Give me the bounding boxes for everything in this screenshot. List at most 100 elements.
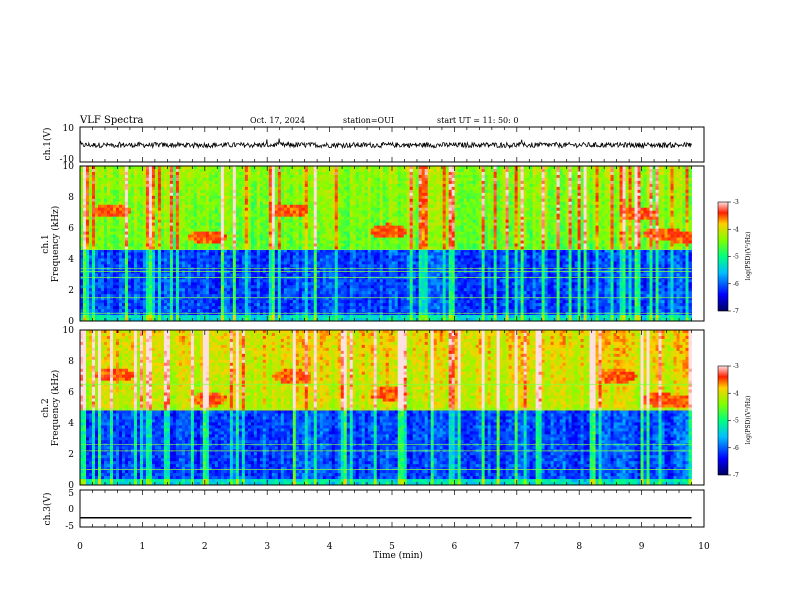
spectrogram-cell [283, 306, 288, 310]
spectrogram-cell [259, 273, 264, 277]
spectrogram-cell [97, 309, 102, 313]
spectrogram-cell [268, 282, 273, 286]
spectrogram-cell [166, 183, 171, 188]
spectrogram-cell [229, 291, 234, 295]
spectrogram-cell [157, 249, 162, 253]
spectrogram-cell [211, 273, 216, 277]
spectrogram-cell [172, 315, 177, 319]
spectrogram-cell [346, 312, 351, 316]
spectrogram-cell [133, 273, 138, 277]
spectrogram-cell [232, 225, 237, 229]
spectrogram-cell [208, 273, 213, 277]
spectrogram-cell [349, 252, 354, 256]
spectrogram-cell [313, 166, 318, 170]
spectrogram-cell [253, 282, 258, 286]
spectrogram-cell [340, 261, 345, 265]
spectrogram-cell [268, 294, 273, 298]
spectrogram-cell [301, 312, 306, 316]
spectrogram-cell [190, 303, 195, 307]
spectrogram-cell [256, 177, 261, 182]
spectrogram-cell [100, 166, 105, 170]
spectrogram-cell [223, 171, 228, 176]
spectrogram-cell [229, 171, 234, 176]
spectrogram-cell [331, 297, 336, 301]
spectrogram-cell [217, 273, 222, 277]
spectrogram-cell [184, 303, 189, 307]
spectrogram-cell [241, 273, 246, 277]
spectrogram-cell [172, 189, 177, 194]
spectrogram-cell [86, 222, 90, 227]
spectrogram-cell [253, 243, 258, 247]
spectrogram-cell [331, 303, 336, 307]
spectrogram-cell [106, 237, 111, 241]
spectrogram-cell [83, 246, 87, 250]
spectrogram-cell [286, 312, 291, 316]
spectrogram-cell [130, 222, 135, 227]
spectrogram-cell [94, 318, 99, 321]
spectrogram-cell [199, 258, 204, 262]
spectrogram-cell [265, 243, 270, 247]
spectrogram-cell [91, 234, 96, 238]
spectrogram-cell [349, 234, 354, 238]
spectrogram-cell [124, 201, 129, 206]
spectrogram-cell [337, 261, 342, 265]
spectrogram-cell [316, 222, 321, 227]
spectrogram-cell [86, 273, 90, 277]
spectrogram-cell [106, 306, 111, 310]
spectrogram-cell [205, 186, 210, 191]
spectrogram-cell [280, 234, 285, 238]
spectrogram-cell [97, 270, 102, 274]
spectrogram-cell [190, 306, 195, 310]
spectrogram-cell [181, 225, 186, 229]
spectrogram-cell [133, 228, 138, 232]
spectrogram-cell [307, 273, 312, 277]
spectrogram-cell [349, 216, 354, 221]
spectrogram-cell [319, 213, 324, 218]
spectrogram-cell [235, 240, 240, 244]
spectrogram-cell [232, 207, 237, 212]
spectrogram-cell [106, 297, 111, 301]
spectrogram-cell [307, 198, 312, 203]
spectrogram-cell [94, 252, 99, 256]
spectrogram-cell [322, 216, 327, 221]
spectrogram-cell [220, 180, 225, 185]
spectrogram-cell [304, 300, 309, 304]
spectrogram-cell [301, 252, 306, 256]
spectrogram-cell [94, 231, 99, 235]
spectrogram-cell [220, 288, 225, 292]
spectrogram-cell [199, 201, 204, 206]
spectrogram-cell [211, 204, 216, 209]
spectrogram-cell [115, 168, 120, 173]
spectrogram-cell [214, 228, 219, 232]
spectrogram-cell [283, 210, 288, 215]
spectrogram-cell [352, 192, 357, 197]
spectrogram-cell [340, 189, 345, 194]
spectrogram-cell [247, 201, 252, 206]
spectrogram-cell [322, 219, 327, 224]
spectrogram-cell [244, 168, 249, 173]
spectrogram-cell [355, 216, 360, 221]
spectrogram-cell [298, 270, 303, 274]
spectrogram-cell [322, 261, 327, 265]
spectrogram-cell [304, 255, 309, 259]
spectrogram-cell [157, 270, 162, 274]
spectrogram-cell [172, 216, 177, 221]
spectrogram-cell [265, 177, 270, 182]
spectrogram-cell [349, 300, 354, 304]
spectrogram-cell [196, 294, 201, 298]
spectrogram-cell [319, 201, 324, 206]
spectrogram-cell [298, 306, 303, 310]
spectrogram-cell [334, 234, 339, 238]
spectrogram-cell [241, 294, 246, 298]
spectrogram-cell [190, 225, 195, 229]
spectrogram-cell [328, 252, 333, 256]
spectrogram-cell [217, 267, 222, 271]
spectrogram-cell [187, 252, 192, 256]
spectrogram-cell [169, 228, 174, 232]
spectrogram-cell [253, 294, 258, 298]
spectrogram-cell [115, 315, 120, 319]
spectrogram-cell [241, 270, 246, 274]
spectrogram-cell [256, 252, 261, 256]
spectrogram-cell [151, 270, 156, 274]
spectrogram-cell [106, 216, 111, 221]
